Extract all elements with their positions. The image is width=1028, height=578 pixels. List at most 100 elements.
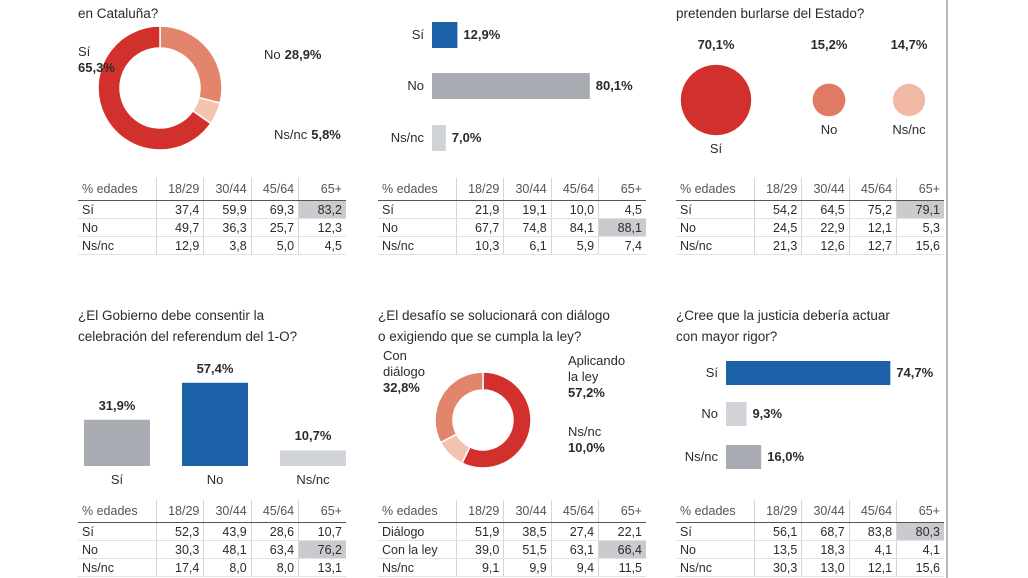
table-cell: 56,1 <box>753 522 802 541</box>
panel-title: ¿El Gobierno debe consentir la celebraci… <box>78 308 298 344</box>
table-cell: Diálogo <box>378 522 457 541</box>
table-body: % edades 18/29 30/44 45/64 65+ Sí 52,3 43,9 28,6… <box>78 500 346 577</box>
table-cell: 79,1 <box>896 200 944 219</box>
chart <box>97 25 223 151</box>
category-label: No <box>206 472 224 487</box>
header-cell: 30/44 <box>503 500 552 523</box>
data-label: No 28,9% <box>264 47 322 63</box>
header-cell: 18/29 <box>455 500 504 523</box>
table-cell: 48,1 <box>203 540 252 559</box>
value-label: 57,4% <box>196 360 234 376</box>
header-cell: 30/44 <box>503 178 552 201</box>
value-label: 5,8% <box>311 127 341 142</box>
header-cell: 30/44 <box>801 178 850 201</box>
header-cell: 45/64 <box>250 178 299 201</box>
table-cell: 12,6 <box>801 236 850 255</box>
category-label: Ns/nc <box>892 122 926 138</box>
table-cell: 52,3 <box>155 522 204 541</box>
table-cell: 22,9 <box>801 218 850 237</box>
header-cell: % edades <box>378 500 457 523</box>
data-label: Con diálogo 32,8% <box>383 348 438 396</box>
table-cell: 9,9 <box>503 558 552 577</box>
category-label: Sí <box>705 365 718 380</box>
table-cell: 59,9 <box>203 200 252 219</box>
bar <box>726 402 747 426</box>
header-cell: 65+ <box>896 178 944 201</box>
table-cell: 10,7 <box>298 522 346 541</box>
donut-slice <box>434 371 484 444</box>
table-cell: 76,2 <box>298 540 346 559</box>
table-row: Diálogo 51,9 38,5 27,4 22,1 <box>378 522 646 541</box>
table-cell: 5,0 <box>250 236 299 255</box>
category-label: Ns/nc <box>296 472 330 487</box>
panel: en Cataluña? Sí 65,3% No 28,9% Ns/nc 5,8%% eda… <box>78 0 346 300</box>
table-cell: 68,7 <box>801 522 850 541</box>
bubble <box>892 83 926 117</box>
table-cell: 12,7 <box>848 236 897 255</box>
table-cell: 5,3 <box>896 218 944 237</box>
table-cell: 30,3 <box>155 540 204 559</box>
category-label: Ns/nc <box>568 424 602 439</box>
table-cell: Sí <box>78 522 157 541</box>
header-cell: 18/29 <box>155 178 204 201</box>
table-row: Ns/nc 12,9 3,8 5,0 4,5 <box>78 236 346 255</box>
table-cell: Ns/nc <box>78 236 157 255</box>
table-cell: 30,3 <box>753 558 802 577</box>
header-cell: 45/64 <box>848 178 897 201</box>
category-label: Sí <box>411 27 424 42</box>
table-cell: 21,9 <box>455 200 504 219</box>
table-cell: Ns/nc <box>378 236 457 255</box>
chart <box>726 361 891 469</box>
table-cell: 12,1 <box>848 218 897 237</box>
table-cell: 64,5 <box>801 200 850 219</box>
table-row: Sí 54,2 64,5 75,2 79,1 <box>676 200 944 219</box>
header-cell: 45/64 <box>550 500 599 523</box>
table-cell: 54,2 <box>753 200 802 219</box>
age-table: % edades 18/29 30/44 45/64 65+ Sí 52,3 43,9 28,6… <box>78 500 346 577</box>
table-row: No 67,7 74,8 84,1 88,1 <box>378 218 646 237</box>
table-cell: 6,1 <box>503 236 552 255</box>
table-row: Sí 37,4 59,9 69,3 83,2 <box>78 200 346 219</box>
table-cell: 15,6 <box>896 236 944 255</box>
table-cell: 4,5 <box>298 236 346 255</box>
table-cell: 37,4 <box>155 200 204 219</box>
table-cell: 75,2 <box>848 200 897 219</box>
table-row: Ns/nc 9,1 9,9 9,4 11,5 <box>378 558 646 577</box>
table-body: % edades 18/29 30/44 45/64 65+ Sí 21,9 19,1 10,0… <box>378 178 646 255</box>
header-cell: 65+ <box>598 500 646 523</box>
panel-title: pretenden burlarse del Estado? <box>676 6 865 21</box>
data-label: Aplicando la ley 57,2% <box>568 353 630 401</box>
table-header: % edades 18/29 30/44 45/64 65+ <box>676 500 944 523</box>
table-row: Sí 21,9 19,1 10,0 4,5 <box>378 200 646 219</box>
category-label: Aplicando la ley <box>568 353 626 384</box>
panel: ¿Cree que la justicia debería actuar con… <box>676 298 944 578</box>
header-cell: 65+ <box>896 500 944 523</box>
age-table: % edades 18/29 30/44 45/64 65+ Sí 56,1 68,7 83,8… <box>676 500 944 577</box>
table-row: Ns/nc 30,3 13,0 12,1 15,6 <box>676 558 944 577</box>
panel: ¿El desafío se solucionará con diálogo o… <box>378 298 646 578</box>
bubble <box>812 83 846 117</box>
bar <box>182 382 248 466</box>
value-label: 12,9% <box>463 27 501 42</box>
table-header: % edades 18/29 30/44 45/64 65+ <box>676 178 944 201</box>
table-header: % edades 18/29 30/44 45/64 65+ <box>78 500 346 523</box>
table-row: Ns/nc 10,3 6,1 5,9 7,4 <box>378 236 646 255</box>
header-cell: 30/44 <box>203 500 252 523</box>
table-cell: 38,5 <box>503 522 552 541</box>
header-cell: % edades <box>78 500 157 523</box>
table-cell: Ns/nc <box>676 558 755 577</box>
value-label: 10,0% <box>568 440 605 455</box>
panel: ¿El Gobierno debe consentir la celebraci… <box>78 298 346 578</box>
panel-title: en Cataluña? <box>78 6 159 21</box>
table-row: Ns/nc 17,4 8,0 8,0 13,1 <box>78 558 346 577</box>
table-cell: 63,4 <box>250 540 299 559</box>
table-cell: Ns/nc <box>676 236 755 255</box>
table-body: % edades 18/29 30/44 45/64 65+ Diálogo 51,9 38,… <box>378 500 646 577</box>
table-cell: Ns/nc <box>378 558 457 577</box>
table-cell: 25,7 <box>250 218 299 237</box>
value-label: 57,2% <box>568 385 605 400</box>
table-cell: 4,1 <box>896 540 944 559</box>
bar <box>432 73 590 99</box>
table-cell: 4,1 <box>848 540 897 559</box>
